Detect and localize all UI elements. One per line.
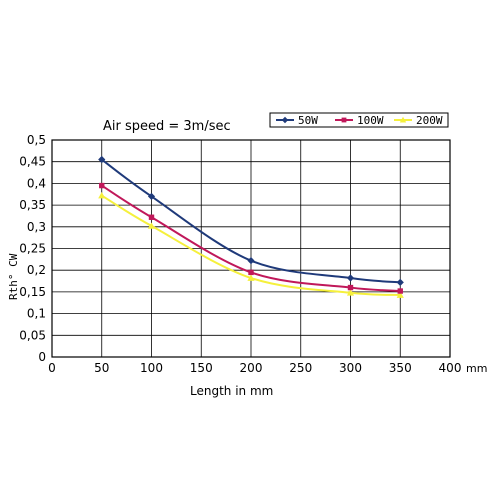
y-tick-label: 0,1 (27, 307, 46, 321)
data-point-50W (147, 192, 156, 201)
data-point-100W (148, 214, 155, 220)
y-tick-label: 0,45 (19, 155, 46, 169)
x-tick-label: 300 (339, 361, 362, 375)
y-tick-label: 0,15 (19, 285, 46, 299)
x-unit-label: mm (466, 362, 487, 375)
grid (51, 139, 451, 358)
x-tick-labels: 0 50 100 150 200 250 300 350 400 (48, 361, 461, 375)
legend-label-100W: 100W (357, 114, 384, 127)
legend-box (269, 112, 449, 128)
y-tick-labels: 0 0,05 0,1 0,15 0,2 0,25 0,3 0,35 0,4 0,45 0,5 (19, 133, 46, 364)
x-tick-label: 250 (289, 361, 312, 375)
y-tick-label: 0,3 (27, 220, 46, 234)
data-point-200W (98, 191, 106, 199)
legend-marker-200W (399, 116, 407, 123)
y-tick-label: 0,05 (19, 328, 46, 342)
plot-area (51, 139, 451, 358)
data-point-200W (147, 222, 156, 229)
legend: 50W 100W 200W (269, 112, 449, 128)
y-tick-label: 0,2 (27, 263, 46, 277)
x-tick-label: 100 (140, 361, 163, 375)
data-point-50W (396, 278, 404, 286)
x-tick-label: 350 (389, 361, 412, 375)
y-tick-label: 0,5 (27, 133, 46, 147)
x-tick-label: 50 (94, 361, 109, 375)
data-point-100W (397, 288, 403, 294)
y-tick-label: 0 (38, 350, 46, 364)
x-axis-label: Length in mm (190, 384, 273, 398)
legend-marker-100W (341, 117, 347, 123)
plot-frame (51, 139, 451, 358)
legend-marker-50W (281, 116, 289, 124)
data-point-50W (346, 274, 355, 282)
x-tick-label: 200 (240, 361, 263, 375)
data-point-200W (247, 274, 255, 281)
y-axis-label: Rth° CW (7, 253, 20, 300)
data-point-100W (347, 284, 354, 291)
legend-label-50W: 50W (298, 114, 318, 127)
legend-label-200W: 200W (416, 114, 443, 127)
data-point-50W (247, 257, 255, 265)
data-point-200W (396, 291, 404, 298)
x-tick-label: 150 (190, 361, 213, 375)
data-point-100W (248, 269, 254, 276)
chart-title: Air speed = 3m/sec (103, 119, 231, 134)
y-tick-label: 0,35 (19, 198, 46, 212)
x-tick-label: 0 (48, 361, 56, 375)
data-point-200W (346, 289, 355, 296)
data-point-50W (98, 155, 106, 164)
y-tick-label: 0,4 (27, 176, 46, 190)
y-tick-label: 0,25 (19, 242, 46, 256)
x-tick-label: 400 (439, 361, 462, 375)
data-point-100W (99, 182, 105, 189)
